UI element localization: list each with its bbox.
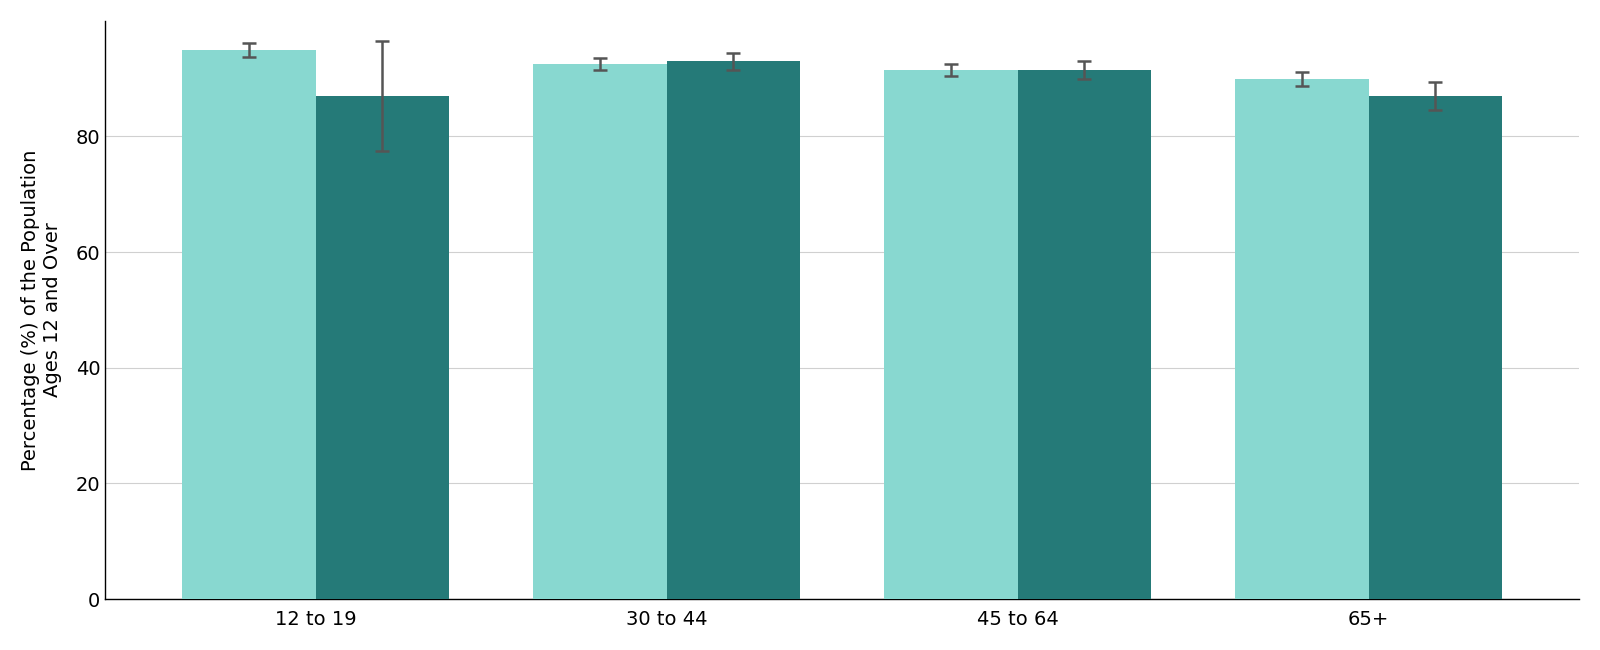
- Bar: [533, 64, 667, 599]
- Y-axis label: Percentage (%) of the Population
Ages 12 and Over: Percentage (%) of the Population Ages 12…: [21, 150, 62, 471]
- Bar: [1018, 70, 1150, 599]
- Bar: [1368, 96, 1502, 599]
- Bar: [315, 96, 450, 599]
- Bar: [1235, 79, 1368, 599]
- Bar: [885, 70, 1018, 599]
- Bar: [667, 61, 800, 599]
- Bar: [182, 50, 315, 599]
